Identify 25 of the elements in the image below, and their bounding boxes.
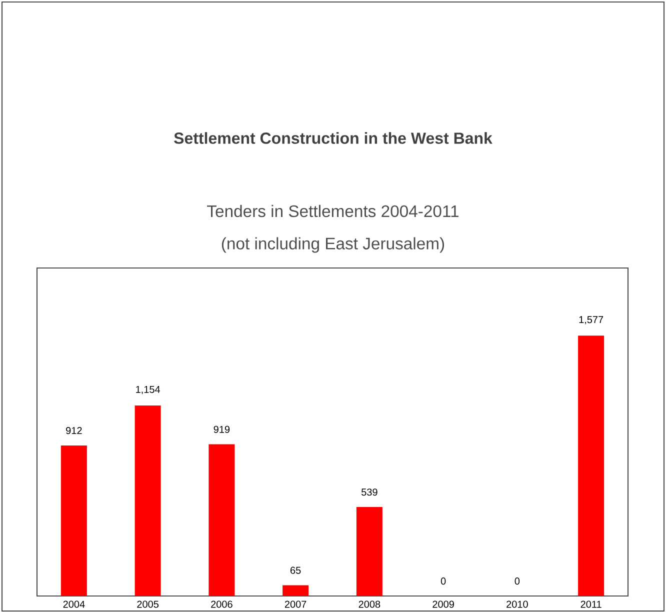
x-tick-label: 2006 bbox=[211, 600, 232, 608]
text: (not including East Jerusalem) bbox=[222, 237, 444, 253]
bar bbox=[208, 444, 235, 596]
bar bbox=[356, 507, 382, 596]
bar bbox=[134, 406, 161, 596]
data-label: 0 bbox=[514, 578, 520, 585]
data-label: 919 bbox=[214, 426, 230, 433]
x-tick-label: 2010 bbox=[506, 600, 528, 608]
bar bbox=[282, 585, 309, 596]
bar bbox=[60, 445, 87, 596]
data-label: 912 bbox=[66, 426, 82, 434]
x-tick-label: 2011 bbox=[580, 600, 602, 608]
data-label: 1,577 bbox=[579, 316, 604, 324]
x-tick-label: 2007 bbox=[284, 600, 306, 608]
data-label: 539 bbox=[362, 488, 378, 496]
data-label: 65 bbox=[290, 566, 301, 574]
x-tick-label: 2005 bbox=[137, 600, 159, 608]
data-label: 0 bbox=[440, 578, 446, 585]
data-label: 1,154 bbox=[136, 386, 160, 394]
chart-subtitle: Tenders in Settlements 2004-2011 bbox=[207, 204, 458, 218]
x-tick-label: 2008 bbox=[358, 600, 380, 608]
bar bbox=[578, 336, 604, 596]
x-tick-label: 2004 bbox=[63, 600, 85, 608]
x-tick-label: 2009 bbox=[432, 600, 454, 608]
chart-title: Settlement Construction in the West Bank bbox=[174, 132, 492, 144]
